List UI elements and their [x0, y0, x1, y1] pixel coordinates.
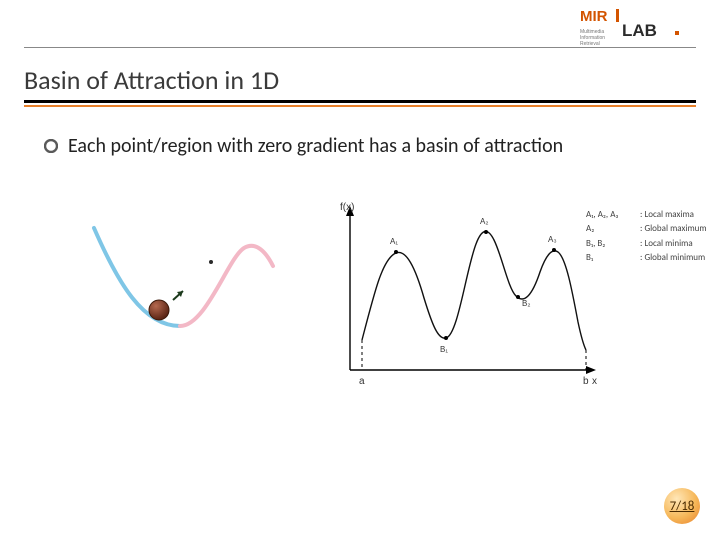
extrema-legend: A₁, A₂, A₃: Local maxima A₂: Global maxi… [586, 208, 707, 266]
slide-title-block: Basin of Attraction in 1D [24, 64, 696, 107]
bullet-text: Each point/region with zero gradient has… [68, 134, 563, 159]
basin-ball-diagram [88, 218, 278, 338]
x-axis-label: x [592, 376, 597, 387]
basin-right-curve [180, 246, 273, 326]
mir-lab-logo: MIR LAB Multimedia Information Retrieval [580, 6, 690, 46]
legend-row: B₁, B₂: Local minima [586, 237, 707, 251]
pt-A2: A₂ [480, 217, 488, 226]
logo-bottom-text: LAB [622, 21, 657, 40]
title-accent-line [24, 105, 696, 107]
page-number: 7/18 [670, 499, 695, 514]
bullet-icon [44, 139, 58, 153]
rest-dot [209, 260, 213, 264]
pt-A1: A₁ [390, 237, 398, 246]
b-label: b [583, 376, 589, 387]
fx-extrema-plot: f(x) x a b A₁ A₂ A₃ B₁ B₂ [320, 200, 600, 400]
y-axis-label: f(x) [340, 202, 354, 213]
title-underline [24, 100, 696, 103]
pt-B1: B₁ [440, 345, 448, 354]
pt-A3: A₃ [548, 235, 557, 244]
svg-text:Retrieval: Retrieval [580, 41, 600, 46]
bullet-item: Each point/region with zero gradient has… [44, 134, 676, 159]
slide-title: Basin of Attraction in 1D [24, 64, 696, 100]
legend-row: A₁, A₂, A₃: Local maxima [586, 208, 707, 222]
a-label: a [359, 376, 365, 387]
ball-icon [149, 300, 169, 320]
page-number-badge: 7/18 [664, 488, 700, 524]
legend-row: A₂: Global maximum [586, 222, 707, 236]
legend-row: B₁: Global minimum [586, 251, 707, 265]
logo-top-text: MIR [580, 8, 608, 25]
pt-B2: B₂ [522, 299, 530, 308]
